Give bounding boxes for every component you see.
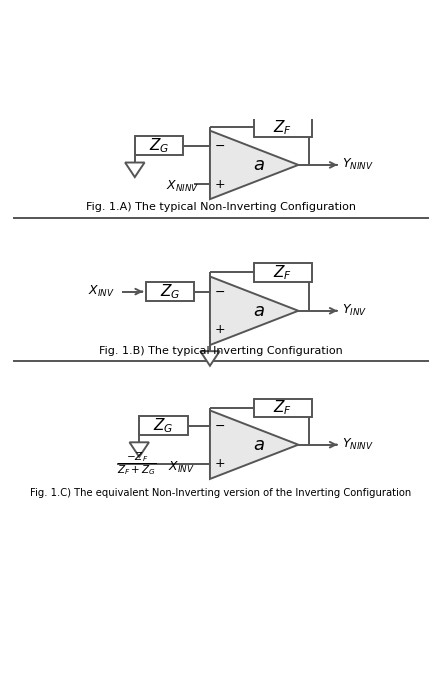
Text: $Y_{INV}$: $Y_{INV}$ <box>342 304 367 318</box>
Polygon shape <box>210 130 298 199</box>
Bar <box>135 136 183 155</box>
Text: $+$: $+$ <box>214 323 225 337</box>
Text: Fig. 1.C) The equivalent Non-Inverting version of the Inverting Configuration: Fig. 1.C) The equivalent Non-Inverting v… <box>30 488 412 498</box>
Text: $\dfrac{-Z_F}{Z_F+Z_G}$: $\dfrac{-Z_F}{Z_F+Z_G}$ <box>117 450 157 477</box>
Text: $Z_G$: $Z_G$ <box>153 416 174 435</box>
Polygon shape <box>125 162 145 177</box>
Bar <box>254 399 312 418</box>
Text: $-$: $-$ <box>214 139 225 152</box>
Text: $a$: $a$ <box>253 156 264 174</box>
Text: $Z_F$: $Z_F$ <box>273 399 293 418</box>
Text: $Z_F$: $Z_F$ <box>273 263 293 282</box>
Text: $+$: $+$ <box>214 458 225 471</box>
Text: $a$: $a$ <box>253 301 264 320</box>
Bar <box>139 416 188 435</box>
Bar <box>254 118 312 136</box>
Polygon shape <box>200 351 220 366</box>
Text: Fig. 1.A) The typical Non-Inverting Configuration: Fig. 1.A) The typical Non-Inverting Conf… <box>86 202 356 212</box>
Bar <box>146 282 194 301</box>
Text: $Z_G$: $Z_G$ <box>149 136 169 155</box>
Text: Fig. 1.B) The typical Inverting Configuration: Fig. 1.B) The typical Inverting Configur… <box>99 346 343 356</box>
Text: $-$: $-$ <box>214 419 225 432</box>
Text: $Y_{NINV}$: $Y_{NINV}$ <box>342 158 373 172</box>
Polygon shape <box>130 442 149 457</box>
Text: $X_{INV}$: $X_{INV}$ <box>88 284 115 299</box>
Text: $-$: $-$ <box>214 285 225 298</box>
Text: $Z_G$: $Z_G$ <box>160 282 180 301</box>
Polygon shape <box>210 410 298 479</box>
Polygon shape <box>210 276 298 345</box>
Text: $+$: $+$ <box>214 178 225 191</box>
Text: $X_{INV}$: $X_{INV}$ <box>168 460 194 475</box>
Text: $Y_{NINV}$: $Y_{NINV}$ <box>342 437 373 452</box>
Text: $Z_F$: $Z_F$ <box>273 118 293 136</box>
Bar <box>254 263 312 282</box>
Text: $X_{NINV}$: $X_{NINV}$ <box>166 179 199 194</box>
Text: $a$: $a$ <box>253 436 264 454</box>
